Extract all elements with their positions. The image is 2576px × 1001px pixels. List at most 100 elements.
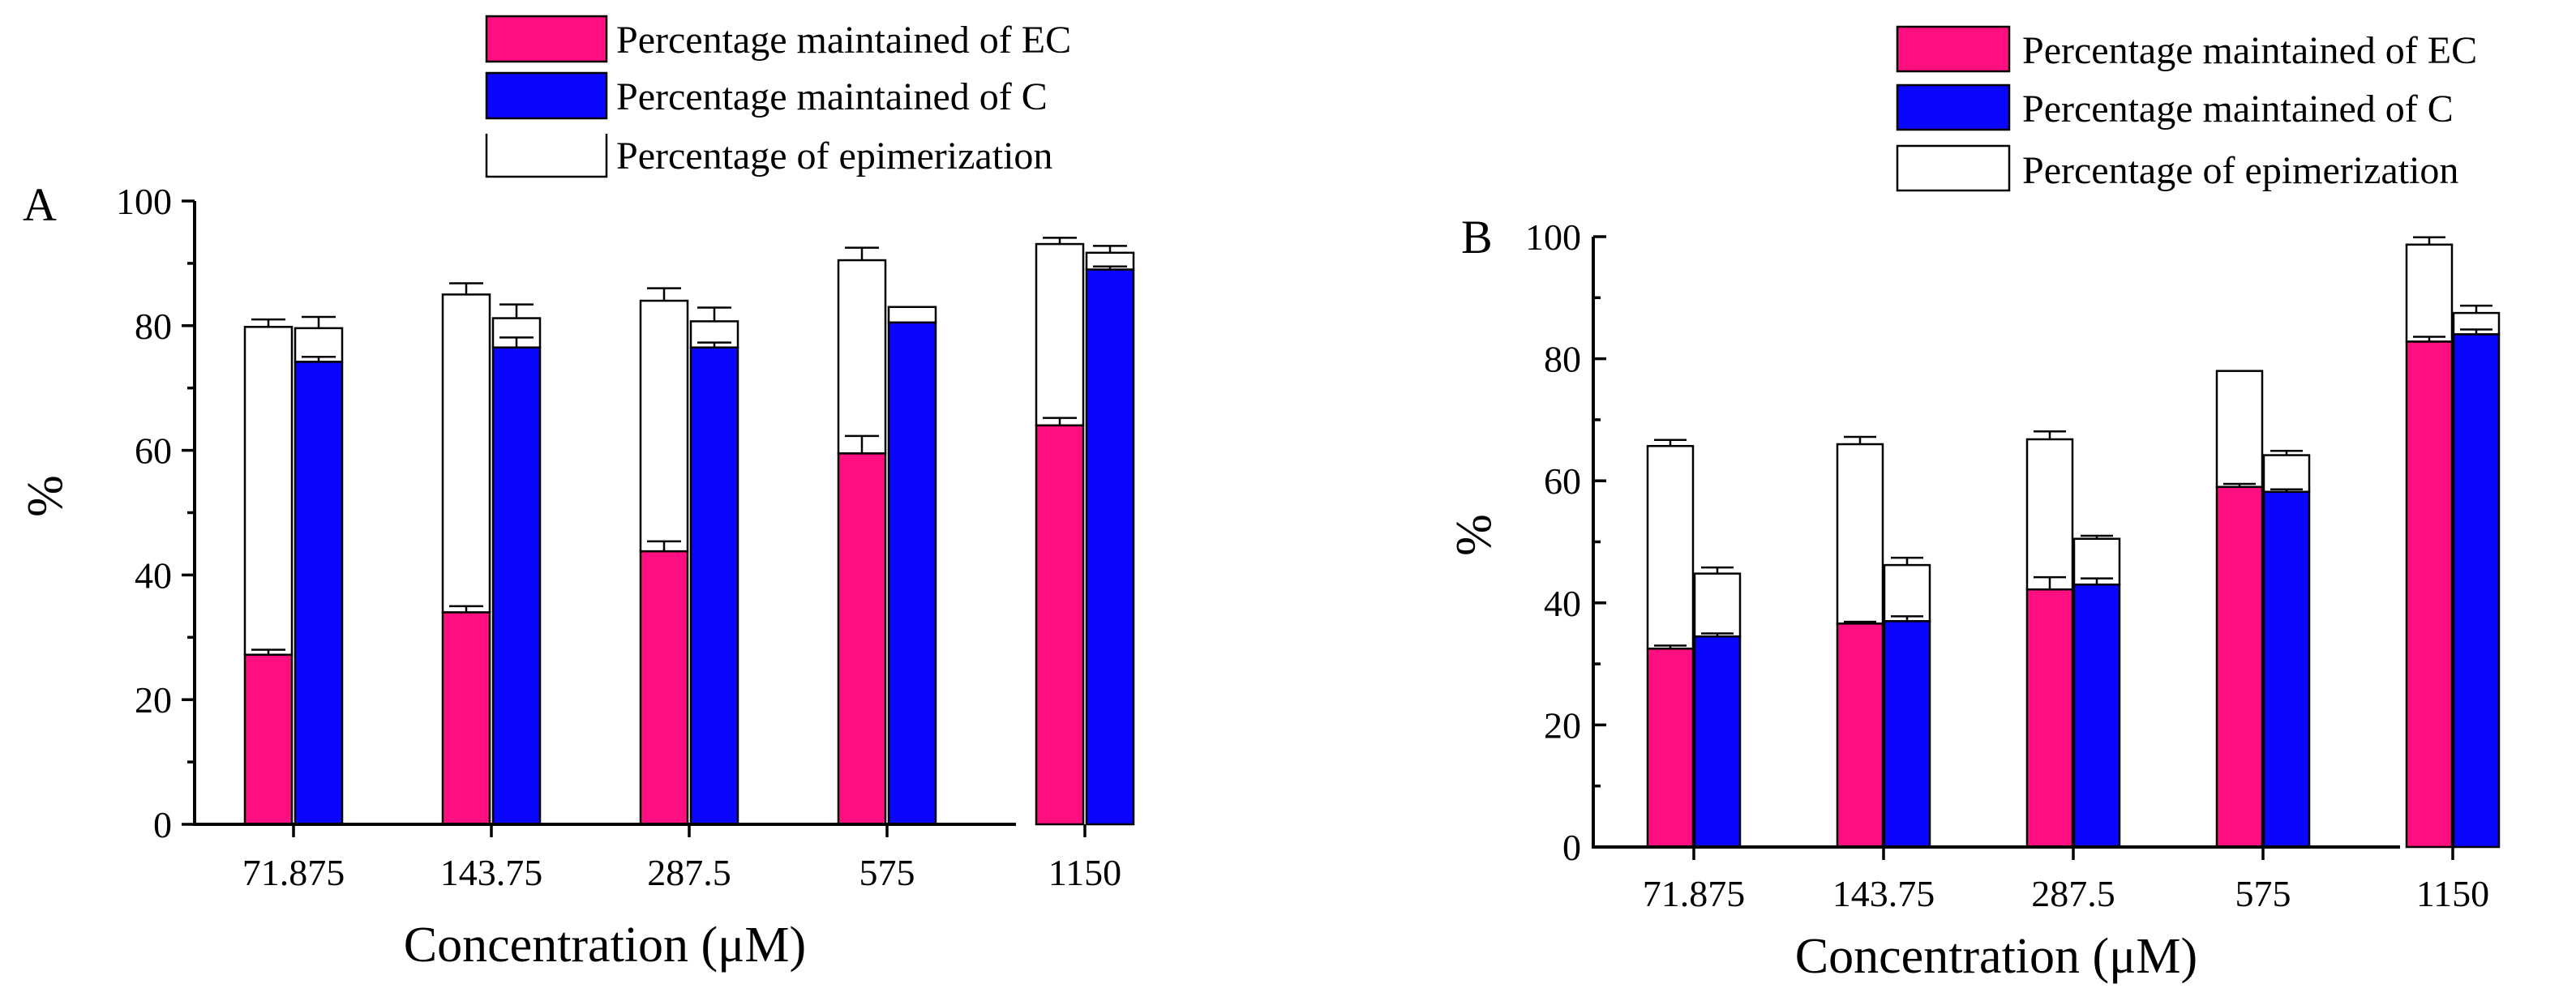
panel-b-bar-epi-ec-1 bbox=[1836, 443, 1884, 625]
panel-b-legend-label-c: Percentage maintained of C bbox=[2022, 88, 2454, 130]
panel-a-legend-entry-ec: Percentage maintained of EC bbox=[485, 15, 1071, 63]
panel-b-y-axis-title: % bbox=[1447, 514, 1502, 556]
panel-b-y-tick-label-5: 100 bbox=[1525, 216, 1581, 258]
panel-b-legend-swatch-c bbox=[1896, 83, 2011, 131]
panel-a-errorbar-c-4 bbox=[1093, 265, 1127, 270]
panel-b-legend-entry-epimerization: Percentage of epimerization bbox=[1896, 144, 2458, 192]
panel-a-bar-ec-3 bbox=[837, 452, 887, 826]
panel-b-legend-entry-c: Percentage maintained of C bbox=[1896, 83, 2454, 131]
panel-a-legend-label-ec: Percentage maintained of EC bbox=[616, 19, 1071, 62]
panel-a-errorbar-epi-ec-4 bbox=[1043, 237, 1077, 245]
panel-b-bar-c-3 bbox=[2262, 490, 2311, 849]
panel-b-legend-entry-ec: Percentage maintained of EC bbox=[1896, 25, 2477, 73]
panel-b-y-tick-label-0: 0 bbox=[1562, 827, 1581, 868]
panel-a-legend-swatch-ec bbox=[485, 15, 608, 63]
panel-a-errorbar-ec-0 bbox=[251, 648, 285, 655]
panel-a-errorbar-c-2 bbox=[697, 341, 731, 348]
panel-b-plot-area: 71.875 143.75 287.5 575 1150 0 20 40 60 80 100 bbox=[1525, 216, 2501, 914]
panel-b-errorbar-epi-c-1 bbox=[1891, 556, 1923, 566]
panel-a-label: A bbox=[23, 178, 57, 231]
panel-a-y-tick-label-4: 80 bbox=[135, 306, 172, 347]
panel-b-legend-swatch-epimerization bbox=[1896, 144, 2011, 192]
panel-a-errorbar-epi-ec-1 bbox=[449, 282, 483, 295]
panel-b-x-tick-label-0: 71.875 bbox=[1643, 873, 1746, 914]
panel-b-bar-epi-ec-0 bbox=[1646, 445, 1695, 650]
panel-a-bar-ec-4 bbox=[1035, 424, 1085, 826]
panel-a-bar-epi-ec-3 bbox=[837, 259, 887, 455]
panel-b-x-axis-title: Concentration (μM) bbox=[1795, 929, 2197, 984]
panel-a-y-tick-label-2: 40 bbox=[135, 554, 172, 596]
panel-a-x-tick-label-2: 287.5 bbox=[647, 852, 731, 893]
panel-b-errorbar-epi-ec-1 bbox=[1844, 435, 1876, 445]
panel-a-errorbar-c-0 bbox=[302, 356, 336, 362]
panel-a-x-tick-label-1: 143.75 bbox=[440, 852, 543, 893]
panel-a-legend-label-epimerization: Percentage of epimerization bbox=[616, 135, 1052, 178]
panel-a-errorbar-epi-c-0 bbox=[302, 315, 336, 328]
panel-b-errorbar-epi-c-0 bbox=[1701, 566, 1734, 574]
panel-b-bar-c-1 bbox=[1883, 620, 1931, 849]
panel-b-bar-epi-c-2 bbox=[2072, 537, 2121, 586]
panel-b-bar-epi-ec-3 bbox=[2215, 370, 2264, 488]
panel-b-errorbar-c-1 bbox=[1891, 615, 1923, 622]
panel-b-x-tick-label-3: 575 bbox=[2235, 873, 2291, 914]
panel-b-errorbar-ec-4 bbox=[2413, 336, 2445, 342]
panel-b-x-tick-label-1: 143.75 bbox=[1832, 873, 1935, 914]
panel-b-legend: Percentage maintained of EC Percentage m… bbox=[1896, 25, 2477, 192]
panel-a-errorbar-ec-1 bbox=[449, 605, 483, 613]
panel-b: Percentage maintained of EC Percentage m… bbox=[1447, 25, 2501, 984]
panel-b-bar-epi-ec-4 bbox=[2405, 243, 2454, 343]
panel-b-y-tick-label-1: 20 bbox=[1544, 704, 1581, 746]
panel-a-bar-epi-ec-1 bbox=[441, 293, 491, 614]
panel-a-errorbar-ec-3 bbox=[845, 434, 879, 454]
panel-b-y-tick-label-3: 60 bbox=[1544, 460, 1581, 502]
panel-a-errorbar-epi-ec-2 bbox=[647, 287, 681, 302]
panel-a-errorbar-c-1 bbox=[499, 336, 534, 348]
panel-b-y-tick-label-4: 80 bbox=[1544, 339, 1581, 380]
panel-a-bar-c-1 bbox=[491, 346, 542, 826]
panel-b-bar-ec-4 bbox=[2405, 340, 2454, 849]
panel-b-errorbar-c-0 bbox=[1701, 632, 1734, 637]
panel-a-legend-swatch-c bbox=[485, 71, 608, 120]
panel-b-legend-label-ec: Percentage maintained of EC bbox=[2022, 29, 2477, 72]
panel-b-errorbar-ec-0 bbox=[1654, 644, 1687, 649]
panel-a-plot-area: 71.875 143.75 287.5 575 1150 0 20 40 60 80 100 bbox=[116, 181, 1135, 893]
panel-a-bar-epi-ec-2 bbox=[639, 299, 689, 553]
panel-b-errorbar-epi-c-2 bbox=[2081, 534, 2113, 539]
panel-b-bar-c-2 bbox=[2072, 583, 2121, 849]
panel-b-legend-swatch-ec bbox=[1896, 25, 2011, 73]
panel-a-legend-entry-epimerization: Percentage of epimerization bbox=[485, 134, 1052, 178]
panel-a-legend-swatch-epimerization bbox=[485, 134, 608, 178]
panel-a-errorbar-epi-ec-3 bbox=[845, 246, 879, 261]
panel-b-bar-epi-c-0 bbox=[1693, 572, 1742, 638]
panel-a-x-tick-label-0: 71.875 bbox=[242, 852, 345, 893]
panel-a-legend: Percentage maintained of EC Percentage m… bbox=[485, 15, 1071, 178]
panel-b-errorbar-c-2 bbox=[2081, 577, 2113, 585]
panel-a: Percentage maintained of EC Percentage m… bbox=[18, 15, 1135, 973]
panel-a-legend-entry-c: Percentage maintained of C bbox=[485, 71, 1048, 120]
panel-b-errorbar-epi-c-4 bbox=[2460, 304, 2492, 314]
panel-a-bar-ec-0 bbox=[243, 653, 294, 826]
panel-a-y-axis-title: % bbox=[18, 475, 73, 517]
panel-b-x-tick-label-2: 287.5 bbox=[2031, 873, 2115, 914]
panel-a-bar-c-0 bbox=[294, 361, 344, 826]
panel-b-bar-epi-c-1 bbox=[1883, 563, 1931, 622]
panel-b-bar-epi-ec-2 bbox=[2025, 438, 2074, 591]
panel-a-bar-c-3 bbox=[887, 321, 937, 826]
panel-b-errorbar-epi-ec-4 bbox=[2413, 236, 2445, 245]
panel-b-errorbar-ec-3 bbox=[2223, 482, 2256, 487]
panel-b-errorbar-epi-ec-0 bbox=[1654, 438, 1687, 447]
panel-a-errorbar-ec-2 bbox=[647, 540, 681, 552]
panel-b-bar-epi-c-3 bbox=[2262, 454, 2311, 494]
panel-b-errorbar-c-4 bbox=[2460, 328, 2492, 335]
panel-b-errorbar-epi-c-3 bbox=[2270, 450, 2303, 456]
panel-b-bar-c-0 bbox=[1693, 635, 1742, 849]
panel-b-bar-ec-3 bbox=[2215, 486, 2264, 849]
panel-a-bar-ec-2 bbox=[639, 550, 689, 826]
panel-a-y-tick-label-5: 100 bbox=[116, 181, 172, 222]
panel-b-errorbar-c-3 bbox=[2270, 488, 2303, 492]
panel-b-errorbar-epi-ec-2 bbox=[2034, 430, 2066, 439]
panel-a-y-tick-label-1: 20 bbox=[135, 679, 172, 721]
panel-a-bar-c-2 bbox=[689, 346, 739, 826]
panel-b-bar-ec-0 bbox=[1646, 648, 1695, 849]
